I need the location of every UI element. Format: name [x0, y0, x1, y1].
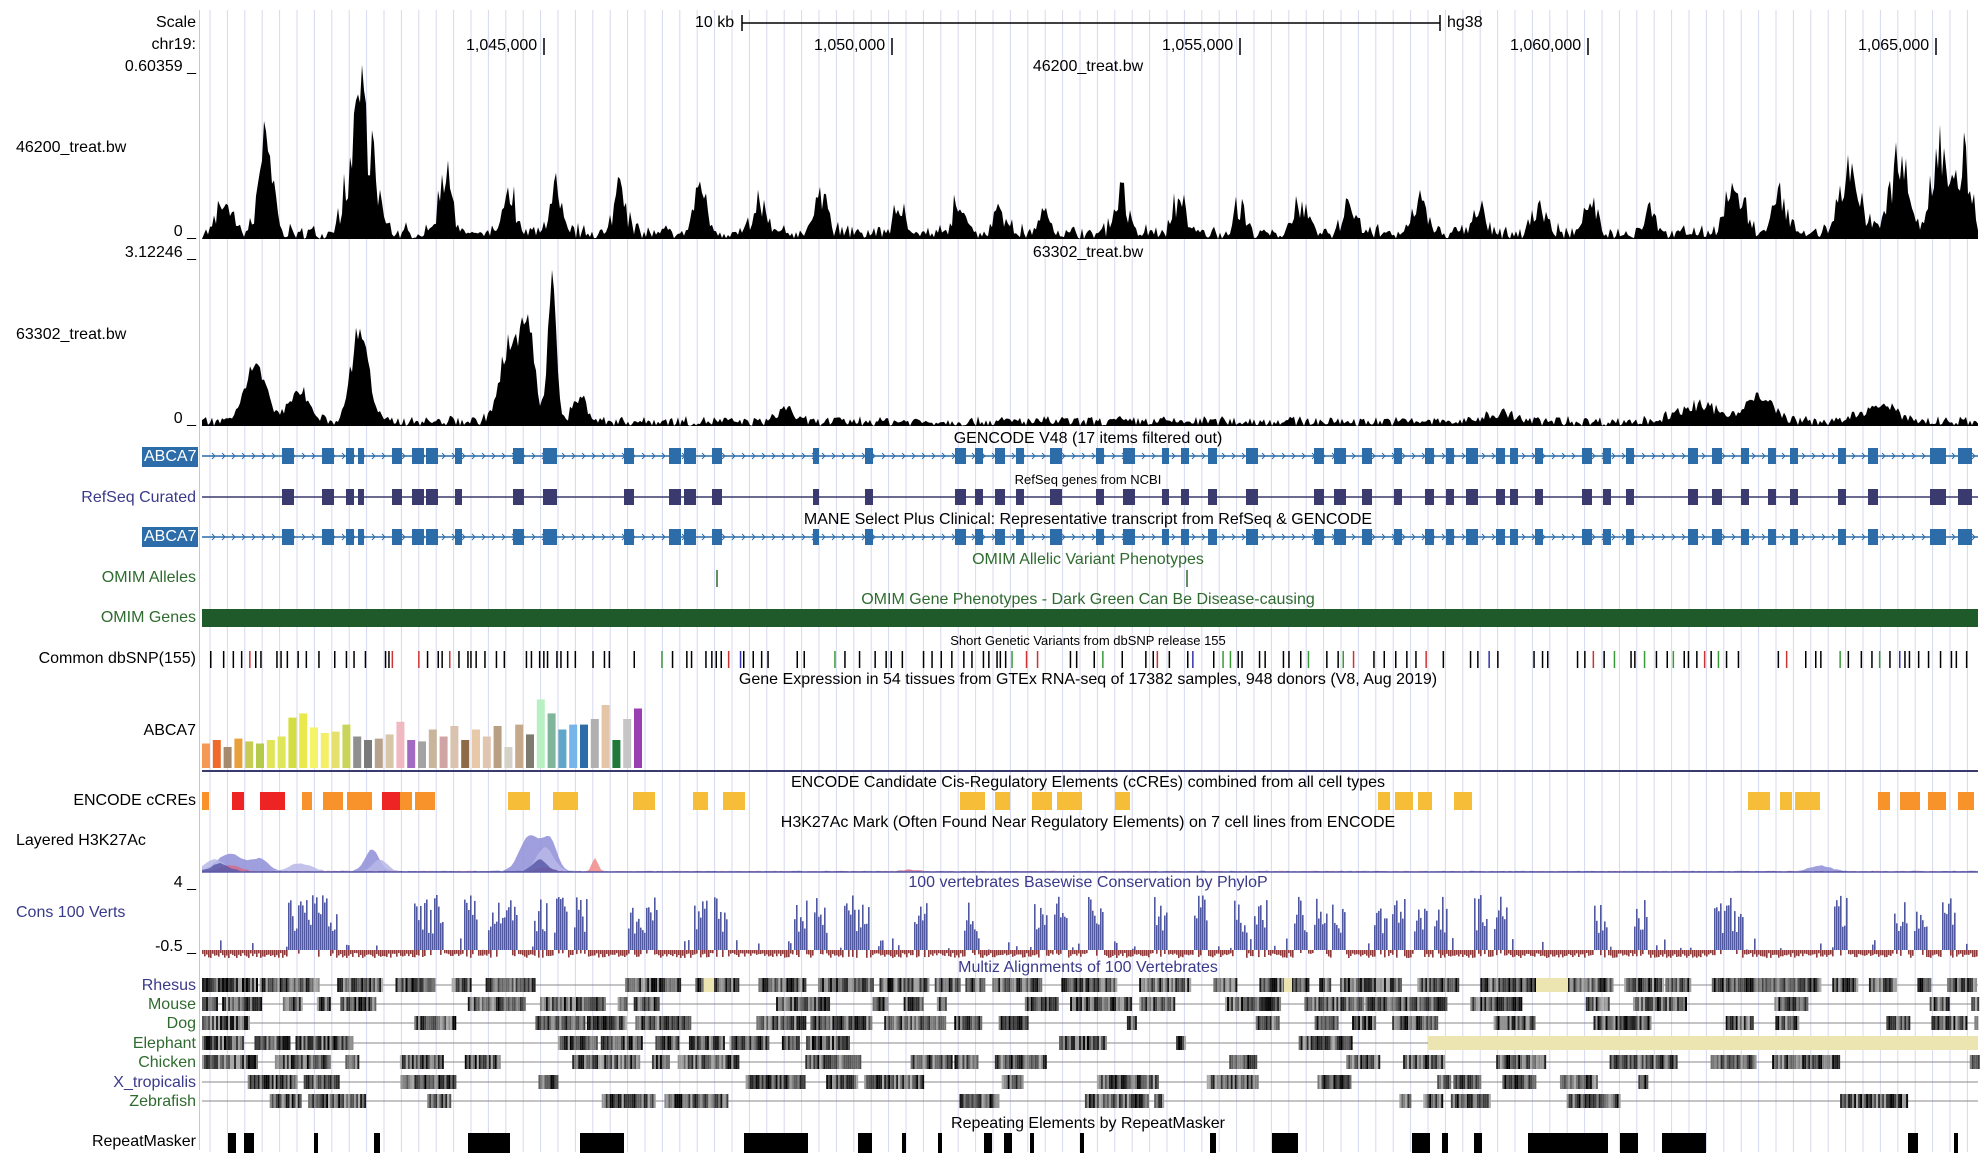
- gtex-title: Gene Expression in 54 tissues from GTEx …: [738, 671, 1438, 688]
- h3k27ac-layer-1: [202, 835, 1978, 872]
- omim-genes-title: OMIM Gene Phenotypes - Dark Green Can Be…: [861, 591, 1315, 608]
- mane-gene-model-exons: [282, 529, 1972, 545]
- bw63302-min-label: 0 _: [173, 410, 196, 427]
- multiz-row-blocks-7: [269, 1094, 1909, 1108]
- omim-gene-bar: [202, 609, 1978, 627]
- mane-gene-model-strand-arrows: [211, 533, 1976, 541]
- multiz-gap-rhesus-3: [1536, 978, 1568, 992]
- mane-title: MANE Select Plus Clinical: Representativ…: [803, 511, 1373, 528]
- ccres-title: ENCODE Candidate Cis-Regulatory Elements…: [791, 774, 1385, 791]
- bw63302-signal: [202, 269, 1978, 426]
- refseq-title: RefSeq genes from NCBI: [1014, 472, 1162, 487]
- h3k27ac-title: H3K27Ac Mark (Often Found Near Regulator…: [780, 814, 1396, 831]
- cons-positive-bars: [220, 895, 1968, 950]
- repeatmasker-title: Repeating Elements by RepeatMasker: [951, 1115, 1225, 1132]
- refseq-track-label[interactable]: RefSeq Curated: [81, 489, 196, 506]
- bw63302-title: 63302_treat.bw: [1032, 244, 1144, 261]
- gtex-gene-label[interactable]: ABCA7: [143, 722, 196, 739]
- chrom-label: chr19:: [151, 36, 196, 53]
- omim-alleles-title: OMIM Allelic Variant Phenotypes: [972, 551, 1204, 568]
- scale-bar-label: 10 kb: [695, 14, 735, 31]
- omim-genes-track-label[interactable]: OMIM Genes: [100, 609, 196, 626]
- gtex-bars: [202, 699, 642, 768]
- cons-max-label: 4 _: [173, 874, 196, 891]
- ruler-position-2: 1,050,000: [814, 37, 886, 54]
- assembly-label: hg38: [1447, 14, 1483, 31]
- repeatmasker-track-label[interactable]: RepeatMasker: [91, 1133, 196, 1150]
- scale-label: Scale: [155, 14, 196, 31]
- multiz-row-blocks-5: [202, 1055, 1980, 1069]
- multiz-species-rhesus[interactable]: Rhesus: [141, 977, 196, 994]
- multiz-species-mouse[interactable]: Mouse: [147, 996, 196, 1013]
- dbsnp-title: Short Genetic Variants from dbSNP releas…: [950, 633, 1226, 648]
- bw46200-title: 46200_treat.bw: [1032, 58, 1144, 75]
- h3k27ac-track-label[interactable]: Layered H3K27Ac: [16, 832, 146, 849]
- ruler-position-4: 1,060,000: [1510, 37, 1582, 54]
- gencode-title: GENCODE V48 (17 items filtered out): [953, 430, 1223, 447]
- bw63302-max-label: 3.12246 _: [124, 244, 196, 261]
- multiz-row-blocks-6: [247, 1075, 1649, 1089]
- mane-gene-tag[interactable]: ABCA7: [142, 527, 199, 547]
- bw46200-signal: [202, 64, 1978, 239]
- gencode-gene-tag[interactable]: ABCA7: [142, 447, 199, 467]
- bw46200-max-label: 0.60359 _: [124, 58, 196, 75]
- multiz-title: Multiz Alignments of 100 Vertebrates: [958, 959, 1218, 976]
- h3k27ac-layer-2: [202, 847, 1978, 872]
- ruler-position-1: 1,045,000: [466, 37, 538, 54]
- ruler-position-5: 1,065,000: [1858, 37, 1930, 54]
- dbsnp-track-label[interactable]: Common dbSNP(155): [38, 650, 196, 667]
- multiz-species-elephant[interactable]: Elephant: [132, 1035, 196, 1052]
- multiz-gap-rhesus-1: [704, 978, 714, 992]
- gencode-gene-model-strand-arrows: [211, 452, 1976, 460]
- multiz-row-blocks-2: [202, 997, 1980, 1011]
- ccres-track-label[interactable]: ENCODE cCREs: [73, 792, 196, 809]
- gencode-gene-model-exons: [282, 448, 1972, 464]
- multiz-gap-rhesus-2: [1284, 978, 1292, 992]
- bw63302-track-label[interactable]: 63302_treat.bw: [16, 326, 127, 343]
- omim-alleles-track-label[interactable]: OMIM Alleles: [101, 569, 196, 586]
- h3k27ac-layer-5: [202, 859, 1978, 872]
- ruler-position-3: 1,055,000: [1162, 37, 1234, 54]
- label-divider: [199, 10, 200, 1150]
- refseq-gene-model-exons: [282, 489, 1972, 505]
- repeatmasker-blocks: [228, 1133, 1958, 1153]
- multiz-row-blocks-3: [202, 1016, 1979, 1030]
- multiz-species-dog[interactable]: Dog: [166, 1015, 196, 1032]
- cons-track-label[interactable]: Cons 100 Verts: [16, 904, 126, 921]
- cons-min-label: -0.5 _: [155, 938, 196, 955]
- multiz-species-x-tropicalis[interactable]: X_tropicalis: [113, 1074, 196, 1091]
- cons-negative-bars: [202, 950, 1978, 958]
- multiz-species-chicken[interactable]: Chicken: [138, 1054, 196, 1071]
- dbsnp-marks: [210, 651, 1968, 668]
- ccre-blocks: [202, 792, 1974, 810]
- cons-title: 100 vertebrates Basewise Conservation by…: [908, 874, 1268, 891]
- h3k27ac-layer-4: [202, 857, 1978, 872]
- multiz-species-zebrafish[interactable]: Zebrafish: [129, 1093, 196, 1110]
- grid-lines: [209, 10, 1968, 1152]
- multiz-gap-elephant: [1428, 1036, 1978, 1050]
- bw46200-track-label[interactable]: 46200_treat.bw: [16, 139, 127, 156]
- bw46200-min-label: 0 _: [173, 223, 196, 240]
